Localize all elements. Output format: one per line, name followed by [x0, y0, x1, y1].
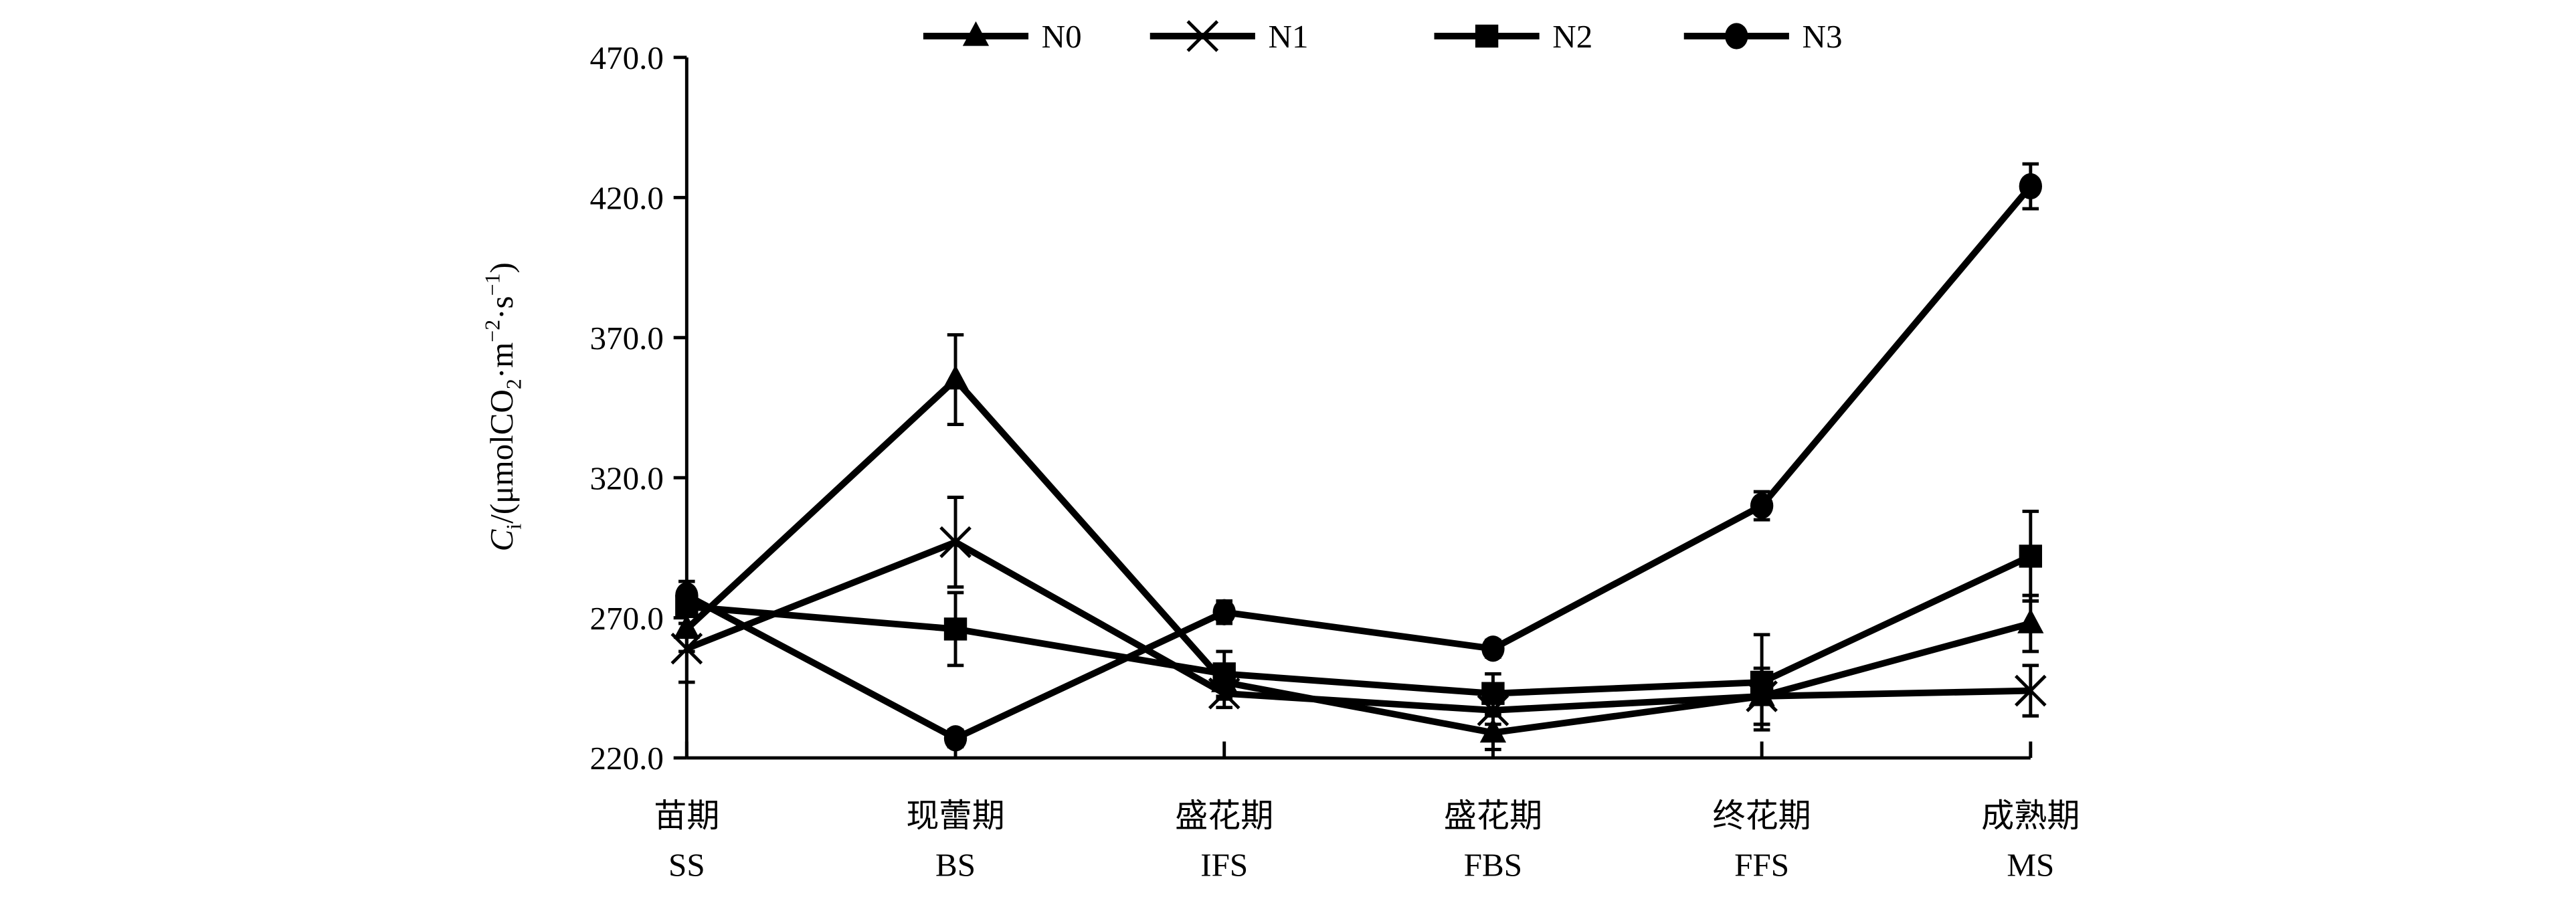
x-tick-label-cn: 盛花期 — [1444, 797, 1542, 834]
square-marker — [1481, 682, 1505, 705]
cross-marker — [939, 526, 972, 559]
cross-marker — [670, 632, 703, 665]
x-tick-label-en: SS — [668, 847, 705, 884]
legend-label: N3 — [1803, 18, 1843, 55]
circle-marker — [2019, 173, 2043, 200]
circle-marker — [675, 582, 699, 609]
legend-label: N1 — [1269, 18, 1309, 55]
cross-marker — [2014, 674, 2047, 707]
x-tick-label-en: MS — [2007, 847, 2054, 884]
legend-item-n1: N1 — [1149, 18, 1309, 55]
circle-marker — [1725, 23, 1748, 49]
x-tick-label-en: FFS — [1734, 847, 1789, 884]
x-tick-label-en: FBS — [1464, 847, 1522, 884]
cross-stroke — [670, 632, 703, 665]
cross-stroke — [2014, 674, 2047, 707]
x-tick-label-cn: 现蕾期 — [906, 797, 1004, 834]
series-line — [685, 184, 2033, 742]
x-ticks: 苗期 SS 现蕾期 BS 盛花期 IFS 盛花期 FBS 终花期 FFS 成熟期 MS — [654, 741, 2080, 884]
legend: N0 N1 N2 N3 — [923, 18, 1843, 55]
circle-marker — [1750, 492, 1774, 519]
y-ticks: 220.0 270.0 320.0 370.0 420.0 470.0 — [590, 39, 687, 777]
legend-item-n2: N2 — [1434, 18, 1592, 55]
y-axis-label: Ci/(μmolCO2·m−2·s−1) — [480, 262, 525, 551]
x-tick-label-en: IFS — [1200, 847, 1248, 884]
square-marker — [1212, 662, 1236, 686]
x-tick-label-cn: 苗期 — [654, 797, 719, 834]
legend-label: N2 — [1552, 18, 1592, 55]
y-tick-label: 470.0 — [590, 39, 664, 76]
series-line — [684, 376, 2032, 736]
series-line — [685, 538, 2031, 714]
y-tick-label: 220.0 — [590, 740, 664, 777]
series-layer — [670, 162, 2047, 752]
triangle-marker — [962, 21, 990, 46]
y-tick-label: 320.0 — [590, 460, 664, 496]
cross-stroke — [939, 526, 972, 559]
circle-marker — [943, 725, 968, 752]
triangle-marker — [2017, 608, 2044, 633]
triangle-marker — [1479, 718, 1507, 743]
circle-marker — [1212, 599, 1236, 625]
square-marker — [943, 617, 968, 641]
series-n3 — [675, 162, 2043, 752]
x-tick-label-cn: 成熟期 — [1981, 797, 2080, 834]
x-tick-label-cn: 终花期 — [1712, 797, 1811, 834]
square-marker — [1475, 24, 1499, 48]
triangle-marker — [942, 365, 969, 390]
square-marker — [2019, 544, 2043, 568]
series-n2 — [675, 509, 2043, 732]
y-tick-label: 370.0 — [590, 320, 664, 357]
x-tick-label-cn: 盛花期 — [1175, 797, 1273, 834]
y-tick-label: 420.0 — [590, 179, 664, 216]
legend-item-n3: N3 — [1683, 18, 1843, 55]
circle-marker — [1481, 635, 1505, 662]
y-tick-label: 270.0 — [590, 600, 664, 637]
series-line — [686, 553, 2032, 697]
square-marker — [1750, 670, 1774, 694]
series-n0 — [673, 333, 2044, 751]
legend-label: N0 — [1042, 18, 1082, 55]
series-n1 — [670, 496, 2047, 726]
cross-marker — [1186, 20, 1219, 52]
cross-stroke — [1186, 20, 1219, 52]
x-tick-label-en: BS — [935, 847, 976, 884]
legend-item-n0: N0 — [923, 18, 1082, 55]
